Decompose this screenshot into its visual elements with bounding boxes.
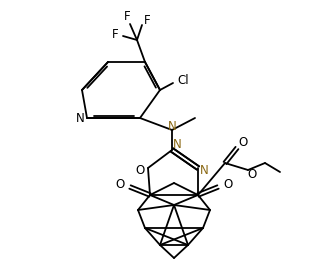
Text: F: F xyxy=(112,27,118,41)
Text: F: F xyxy=(144,14,150,26)
Text: O: O xyxy=(223,178,233,190)
Text: N: N xyxy=(76,112,85,125)
Text: N: N xyxy=(173,138,181,152)
Text: O: O xyxy=(136,163,145,177)
Text: O: O xyxy=(115,178,125,190)
Text: O: O xyxy=(247,168,257,181)
Text: O: O xyxy=(239,137,248,150)
Text: N: N xyxy=(168,119,176,132)
Text: F: F xyxy=(124,10,130,23)
Text: Cl: Cl xyxy=(177,73,189,86)
Text: N: N xyxy=(200,163,208,177)
